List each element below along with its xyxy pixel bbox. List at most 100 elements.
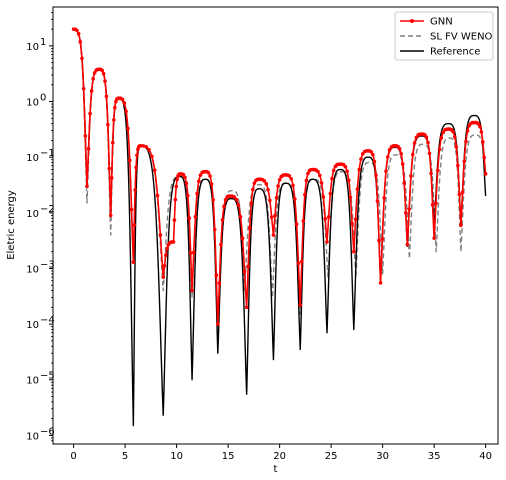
series-marker-gnn [464, 139, 468, 144]
series-marker-gnn [175, 177, 179, 182]
series-marker-gnn [351, 249, 356, 254]
series-marker-gnn [407, 207, 411, 211]
series-marker-gnn [107, 166, 112, 171]
series-marker-gnn [434, 201, 438, 206]
series-marker-gnn [234, 197, 239, 202]
series-marker-gnn [296, 261, 301, 266]
series-marker-gnn [138, 144, 143, 148]
series-marker-gnn [251, 187, 255, 192]
series-marker-gnn [387, 148, 392, 152]
series-marker-gnn [109, 176, 114, 180]
series-marker-gnn [246, 264, 250, 269]
series-marker-gnn [144, 145, 149, 149]
y-tick-exponent: −4 [40, 315, 55, 326]
series-marker-gnn [293, 197, 297, 201]
series-marker-gnn [76, 32, 81, 36]
series-marker-gnn [101, 71, 106, 76]
series-marker-gnn [269, 215, 274, 219]
series-marker-gnn [191, 250, 196, 255]
series-marker-gnn [124, 109, 128, 114]
series-marker-gnn [371, 152, 375, 157]
series-line-sl-fv-weno [73, 28, 487, 338]
series-marker-gnn [404, 211, 408, 215]
x-tick-label: 15 [222, 451, 235, 462]
series-marker-gnn [172, 218, 177, 222]
series-marker-gnn [378, 281, 383, 285]
series-marker-gnn [451, 130, 455, 134]
series-marker-gnn [206, 171, 211, 175]
series-marker-gnn [219, 242, 223, 247]
legend-label-gnn: GNN [430, 17, 453, 28]
y-tick-exponent: −3 [40, 259, 55, 270]
series-marker-gnn [452, 135, 457, 139]
series-marker-gnn [131, 260, 136, 264]
series-marker-gnn [122, 101, 127, 105]
series-marker-gnn [328, 191, 333, 196]
series-marker-gnn [384, 169, 388, 174]
series-marker-gnn [129, 207, 134, 212]
series-marker-gnn [183, 175, 187, 180]
series-marker-gnn [459, 223, 463, 227]
series-marker-gnn [294, 222, 299, 227]
series-marker-gnn [462, 159, 467, 164]
series-marker-gnn [158, 233, 163, 237]
series-marker-gnn [291, 183, 295, 188]
series-marker-gnn [317, 173, 322, 178]
series-marker-gnn [232, 195, 237, 199]
series-marker-gnn [483, 172, 488, 176]
series-marker-gnn [186, 193, 190, 198]
series-marker-gnn [430, 203, 435, 207]
series-marker-gnn [133, 188, 137, 192]
series-marker-gnn [380, 237, 385, 241]
series-marker-gnn [437, 147, 442, 152]
series-marker-gnn [346, 178, 351, 183]
series-marker-gnn [319, 181, 324, 185]
series-marker-gnn [432, 236, 436, 240]
y-tick-label: 10 [26, 264, 39, 275]
series-marker-gnn [223, 198, 228, 202]
series-marker-gnn [482, 155, 487, 160]
series-marker-gnn [195, 191, 199, 196]
y-tick-label: 10 [26, 320, 39, 331]
y-tick-label: 10 [26, 376, 39, 387]
y-tick-exponent: 0 [40, 93, 46, 104]
y-tick-label: 10 [26, 209, 39, 220]
series-marker-gnn [266, 187, 270, 192]
series-marker-gnn [212, 227, 217, 232]
series-marker-gnn [271, 233, 276, 237]
y-tick-label: 10 [26, 98, 39, 109]
series-marker-gnn [321, 195, 326, 199]
x-tick-label: 35 [428, 451, 441, 462]
series-marker-gnn [439, 136, 444, 140]
legend-label-sl-fv-weno: SL FV WENO [430, 32, 493, 43]
series-marker-gnn [174, 184, 179, 189]
series-marker-gnn [276, 184, 280, 188]
series-marker-gnn [397, 146, 402, 151]
series-marker-gnn [375, 199, 380, 203]
series-marker-gnn [171, 240, 176, 244]
series-marker-gnn [427, 151, 432, 156]
series-marker-gnn [89, 89, 94, 93]
series-marker-gnn [134, 165, 138, 170]
y-axis-label: Eletric energy [6, 190, 17, 260]
y-tick-exponent: −5 [40, 371, 55, 382]
series-marker-gnn [240, 236, 245, 241]
series-marker-gnn [152, 168, 157, 172]
series-marker-gnn [372, 159, 377, 164]
series-marker-gnn [106, 122, 110, 127]
series-marker-gnn [110, 140, 115, 145]
series-marker-gnn [238, 214, 243, 219]
series-marker-gnn [150, 154, 154, 159]
series-marker-gnn [209, 182, 214, 186]
series-marker-gnn [303, 192, 307, 197]
series-marker-gnn [301, 219, 306, 223]
series-marker-gnn [316, 169, 320, 174]
series-marker-gnn [244, 305, 249, 310]
series-marker-gnn [298, 303, 303, 307]
x-tick-label: 30 [376, 451, 389, 462]
series-marker-gnn [400, 162, 405, 166]
series-marker-gnn [147, 147, 151, 152]
series-marker-gnn [113, 105, 117, 110]
series-marker-gnn [343, 164, 348, 169]
series-marker-gnn [385, 155, 390, 159]
